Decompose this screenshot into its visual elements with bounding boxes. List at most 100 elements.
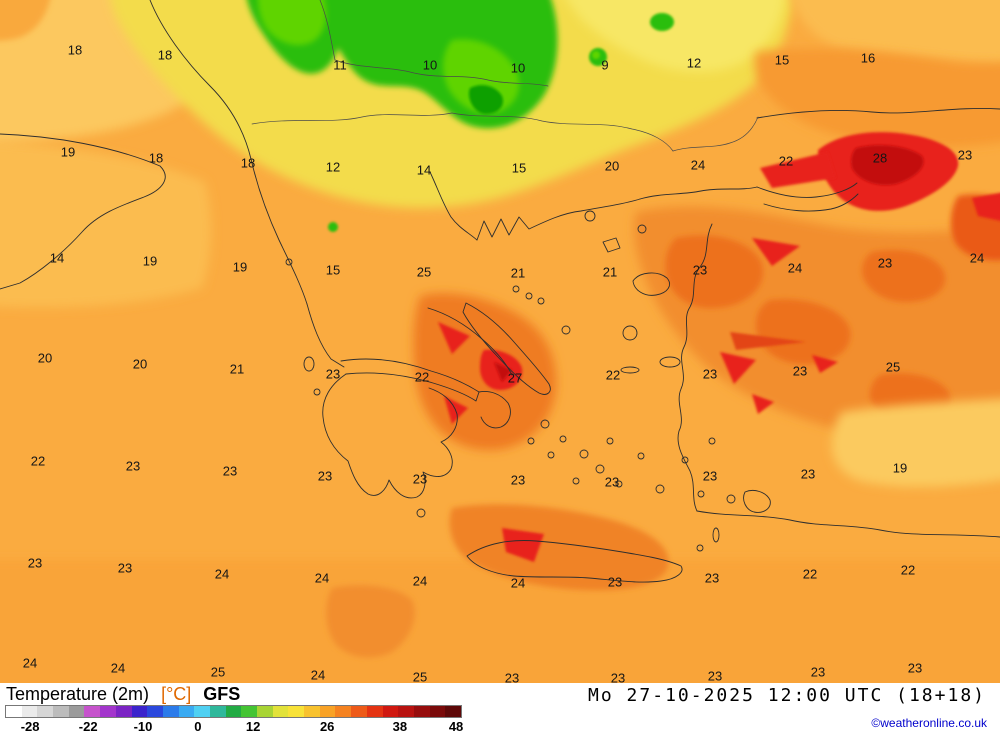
temp-label: 24 [690,157,706,173]
temp-label: 19 [60,144,76,160]
temp-label: 18 [240,155,256,171]
temp-label: 25 [885,359,901,375]
temp-label: 23 [27,555,43,571]
country-borders [251,0,759,152]
temp-label: 22 [778,153,794,169]
scale-color-segment [21,706,38,717]
temp-label: 21 [602,264,618,280]
scale-color-segment [445,706,461,717]
temp-label: 24 [22,655,38,671]
temp-label: 23 [222,463,238,479]
temp-label: 18 [148,150,164,166]
copyright-text: ©weatheronline.co.uk [871,716,987,730]
scale-tick-label: 12 [245,719,261,733]
temp-label: 23 [907,660,923,676]
temp-label: 28 [872,150,888,166]
temp-label: 9 [601,57,609,73]
temp-label: 20 [132,356,148,372]
scale-tick-label: 48 [448,719,464,733]
temp-label: 27 [507,370,523,386]
temp-label: 24 [214,566,230,582]
scale-color-segment [68,706,85,717]
scale-color-segment [257,706,273,717]
temp-label: 12 [325,159,341,175]
scale-color-segment [366,706,383,717]
temp-label: 18 [67,42,83,58]
scale-color-segment [100,706,116,717]
temp-label: 21 [510,265,526,281]
temp-label: 24 [314,570,330,586]
temp-label: 23 [707,668,723,684]
temp-label: 19 [892,460,908,476]
scale-color-segment [398,706,414,717]
scale-tick-label: 0 [194,719,202,733]
scale-tick-label: 38 [392,719,408,733]
scale-color-segment [194,706,210,717]
temp-label: 23 [957,147,973,163]
scale-color-segment [209,706,226,717]
temp-label: 24 [310,667,326,683]
temp-label: 23 [510,472,526,488]
map-title: Temperature (2m) [6,684,150,704]
temp-label: 25 [210,664,226,680]
temp-label: 23 [604,474,620,490]
scale-color-segment [304,706,320,717]
temp-label: 25 [412,669,428,684]
scale-color-segment [84,706,101,717]
temp-label: 14 [416,162,432,178]
scale-color-segment [335,706,352,717]
coastlines [0,0,1000,583]
scale-tick-label: -22 [78,719,98,733]
unit-label: [°C] [161,684,192,704]
temp-label: 25 [416,264,432,280]
temp-label: 23 [704,570,720,586]
temp-label: 23 [702,468,718,484]
temp-label: 12 [686,55,702,71]
temperature-map-canvas: 18 18 11 10 10 9 12 15 16 19 18 18 12 14 15 20 24 22 28 23 1… [0,0,1000,683]
temp-label: 20 [604,158,620,174]
scale-color-segment [382,706,399,717]
temp-label: 23 [317,468,333,484]
scale-color-segment [37,706,54,717]
temp-label: 22 [900,562,916,578]
temp-label: 19 [232,259,248,275]
scale-color-segment [115,706,132,717]
scale-color-segment [162,706,179,717]
scale-color-segment [351,706,367,717]
temp-label: 23 [117,560,133,576]
scale-color-segment [178,706,195,717]
legend-footer: Temperature (2m) [°C] GFS Mo 27-10-2025 … [0,683,1000,733]
legend-title-row: Temperature (2m) [°C] GFS [6,684,240,705]
temp-label: 23 [504,670,520,684]
temp-label: 15 [774,52,790,68]
temp-label: 23 [877,255,893,271]
color-scale-bar [5,705,462,718]
temp-label: 23 [792,363,808,379]
temp-label: 23 [692,262,708,278]
temp-label: 23 [610,670,626,684]
temp-label: 23 [607,574,623,590]
temp-label: 22 [30,453,46,469]
color-scale-ticks: -28 -22 -10 0 12 26 38 48 [5,719,464,733]
temp-label: 24 [787,260,803,276]
temp-label: 22 [414,369,430,385]
scale-color-segment [53,706,69,717]
temp-label: 24 [510,575,526,591]
temp-label: 16 [860,50,876,66]
temp-label: 19 [142,253,158,269]
temp-label: 15 [511,160,527,176]
temp-label: 15 [325,262,341,278]
scale-color-segment [413,706,430,717]
temp-label: 23 [412,471,428,487]
model-label: GFS [203,684,241,704]
temp-label: 23 [125,458,141,474]
scale-color-segment [272,706,289,717]
temperature-field [0,0,1000,683]
scale-color-segment [6,706,22,717]
scale-color-segment [241,706,257,717]
temp-label: 23 [810,664,826,680]
temp-label: 21 [229,361,245,377]
scale-color-segment [147,706,163,717]
scale-color-segment [288,706,305,717]
scale-color-segment [225,706,242,717]
